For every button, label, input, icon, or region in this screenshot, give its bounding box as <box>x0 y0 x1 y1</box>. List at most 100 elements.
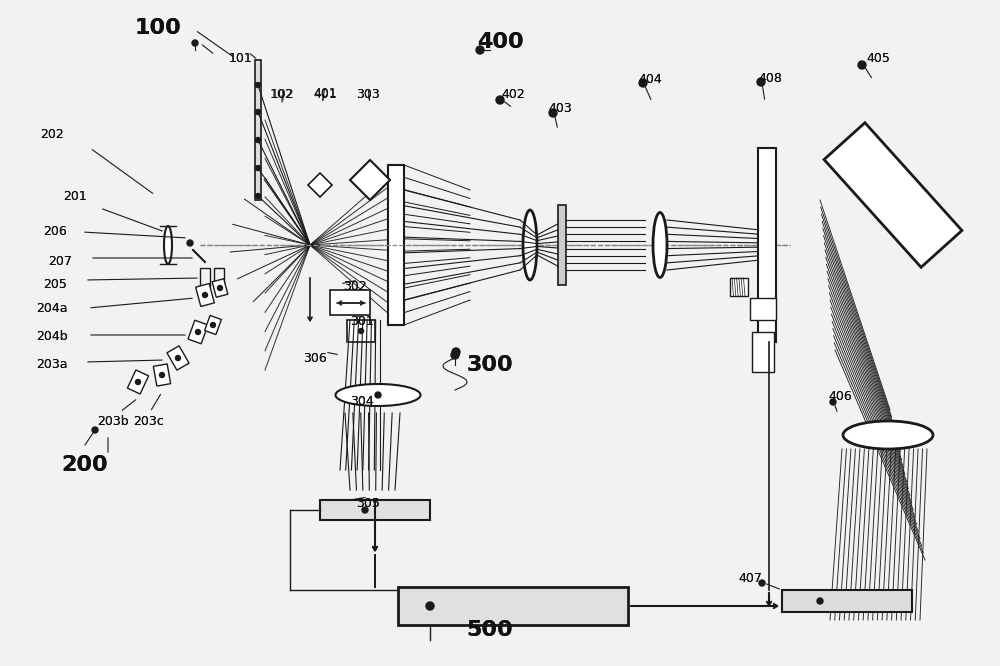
Text: 303: 303 <box>356 88 380 101</box>
Circle shape <box>92 427 98 433</box>
Text: 204a: 204a <box>36 302 68 315</box>
Circle shape <box>830 399 836 405</box>
Text: 200: 200 <box>62 455 108 475</box>
Circle shape <box>196 330 200 334</box>
Circle shape <box>202 292 208 298</box>
Text: 302: 302 <box>343 280 367 293</box>
Text: 305: 305 <box>356 497 380 510</box>
Circle shape <box>187 240 193 246</box>
Circle shape <box>136 380 140 384</box>
Text: 304: 304 <box>350 395 374 408</box>
Text: 407: 407 <box>738 572 762 585</box>
Text: 400: 400 <box>477 32 523 52</box>
Text: 102: 102 <box>271 88 295 101</box>
Bar <box>255 60 261 200</box>
Polygon shape <box>350 160 390 200</box>
Text: 405: 405 <box>866 52 890 65</box>
Bar <box>558 205 566 285</box>
Circle shape <box>362 507 368 513</box>
Text: 101: 101 <box>229 52 253 65</box>
Circle shape <box>256 109 260 115</box>
Text: 300: 300 <box>467 355 513 375</box>
Text: 102: 102 <box>270 88 294 101</box>
Text: 401: 401 <box>313 87 337 100</box>
Bar <box>750 298 776 320</box>
Text: 206: 206 <box>43 225 67 238</box>
Bar <box>214 268 224 286</box>
Text: 205: 205 <box>43 278 67 291</box>
Text: 203a: 203a <box>36 358 68 371</box>
Circle shape <box>858 61 866 69</box>
Bar <box>752 332 774 372</box>
Text: 301: 301 <box>350 315 374 328</box>
Text: 408: 408 <box>758 72 782 85</box>
Circle shape <box>426 602 434 610</box>
Text: 306: 306 <box>303 352 327 365</box>
Text: 100: 100 <box>135 18 181 38</box>
Text: 403: 403 <box>548 102 572 115</box>
Ellipse shape <box>523 210 537 280</box>
Bar <box>347 320 375 342</box>
Polygon shape <box>212 278 228 297</box>
Text: 202: 202 <box>40 128 64 141</box>
Text: 201: 201 <box>63 190 87 203</box>
Text: 407: 407 <box>738 572 762 585</box>
Circle shape <box>256 194 260 198</box>
Text: 207: 207 <box>48 255 72 268</box>
Text: 400: 400 <box>477 32 523 52</box>
Circle shape <box>218 286 222 290</box>
Polygon shape <box>824 123 962 267</box>
Polygon shape <box>153 364 171 386</box>
Text: 406: 406 <box>828 390 852 403</box>
Text: 200: 200 <box>62 455 108 475</box>
Text: 204b: 204b <box>36 330 68 343</box>
Text: 207: 207 <box>48 255 72 268</box>
Text: 303: 303 <box>356 88 380 101</box>
Text: 201: 201 <box>63 190 87 203</box>
Text: 203c: 203c <box>133 415 163 428</box>
Ellipse shape <box>653 212 667 278</box>
Polygon shape <box>167 346 189 370</box>
Circle shape <box>757 78 765 86</box>
Text: 301: 301 <box>350 315 374 328</box>
Bar <box>758 148 776 342</box>
Text: 500: 500 <box>467 620 513 640</box>
Bar <box>730 278 748 296</box>
Ellipse shape <box>164 226 172 264</box>
Text: 402: 402 <box>501 88 525 101</box>
Text: 202: 202 <box>40 128 64 141</box>
Circle shape <box>210 322 216 328</box>
Text: 203b: 203b <box>97 415 129 428</box>
Polygon shape <box>196 284 214 306</box>
Text: 203b: 203b <box>97 415 129 428</box>
Circle shape <box>451 351 459 359</box>
Bar <box>330 290 370 315</box>
Bar <box>320 500 430 520</box>
Text: 401: 401 <box>313 88 337 101</box>
Text: 402: 402 <box>501 88 525 101</box>
Circle shape <box>256 165 260 170</box>
Ellipse shape <box>336 384 420 406</box>
Text: 404: 404 <box>638 73 662 86</box>
Circle shape <box>496 96 504 104</box>
Text: 203c: 203c <box>133 415 163 428</box>
Polygon shape <box>127 370 149 394</box>
Text: 305: 305 <box>356 497 380 510</box>
Text: 300: 300 <box>467 355 513 375</box>
Circle shape <box>639 79 647 87</box>
Text: 404: 404 <box>638 73 662 86</box>
Polygon shape <box>308 173 332 197</box>
Text: 101: 101 <box>229 52 253 65</box>
Bar <box>782 590 912 612</box>
Ellipse shape <box>843 421 933 449</box>
Text: 403: 403 <box>548 102 572 115</box>
Circle shape <box>817 598 823 604</box>
Text: 406: 406 <box>828 390 852 403</box>
Text: 304: 304 <box>350 395 374 408</box>
Circle shape <box>452 348 460 356</box>
Bar <box>398 587 628 625</box>
Polygon shape <box>205 316 221 334</box>
Circle shape <box>160 372 164 378</box>
Text: 203a: 203a <box>36 358 68 371</box>
Text: 408: 408 <box>758 72 782 85</box>
